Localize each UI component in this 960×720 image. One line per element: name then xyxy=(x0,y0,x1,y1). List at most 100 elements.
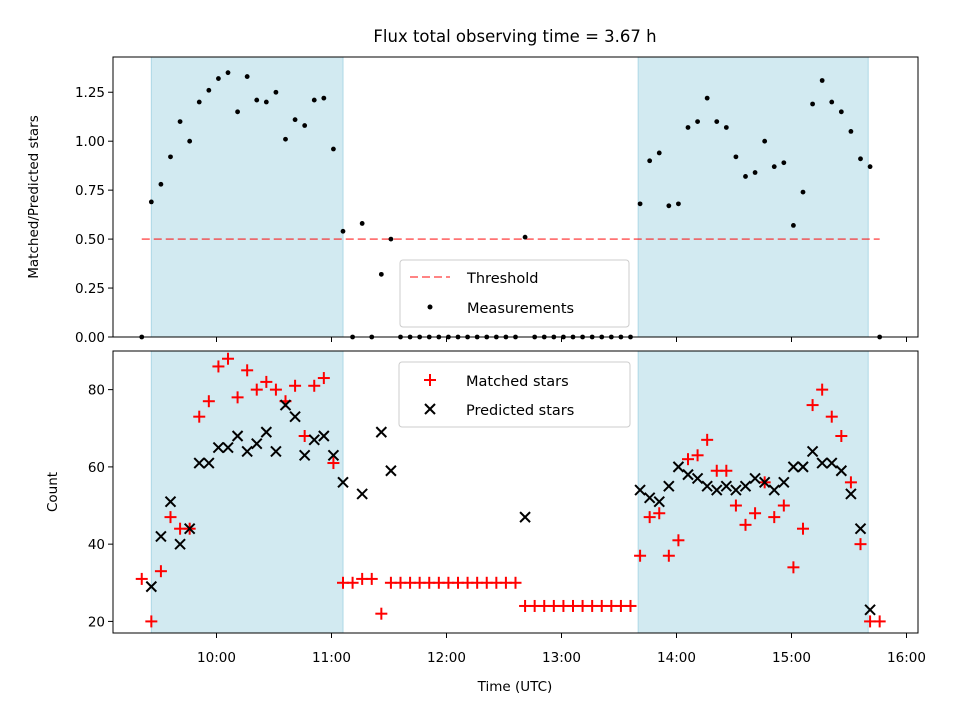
matched-star-point xyxy=(873,615,886,628)
predicted-star-stroke xyxy=(375,426,388,438)
predicted-star-point xyxy=(212,441,225,454)
matched-star-point xyxy=(653,507,666,520)
matched-star-point xyxy=(375,607,388,620)
predicted-star-point xyxy=(164,495,177,508)
matched-star-point xyxy=(327,457,340,470)
measurement-point xyxy=(704,95,710,101)
predicted-star-stroke xyxy=(337,476,349,489)
legend-measurements-swatch xyxy=(427,304,433,310)
matched-star-point xyxy=(787,561,800,574)
predicted-star-stroke xyxy=(787,461,800,473)
legend-predicted-swatch xyxy=(424,403,436,415)
x-tick-label: 13:00 xyxy=(542,650,581,666)
predicted-star-point xyxy=(356,488,368,500)
matched-star-point xyxy=(739,518,752,531)
matched-star-point xyxy=(193,410,206,423)
predicted-star-point xyxy=(854,522,867,535)
measurement-point xyxy=(158,181,164,187)
predicted-star-stroke xyxy=(193,457,205,469)
measurement-point xyxy=(378,271,384,277)
predicted-star-stroke xyxy=(701,480,713,492)
predicted-star-point xyxy=(251,438,263,450)
predicted-star-stroke xyxy=(519,511,531,523)
matched-star-point xyxy=(720,464,733,477)
bottom-axes-frame xyxy=(112,350,919,634)
top-y-tick-label: 1.25 xyxy=(75,85,105,101)
x-tick-label: 16:00 xyxy=(887,650,926,666)
predicted-star-stroke xyxy=(222,441,234,454)
measurement-point xyxy=(676,201,681,207)
legend-matched-label: Matched stars xyxy=(466,374,569,390)
legend-matched-swatch xyxy=(424,374,436,386)
predicted-star-point xyxy=(864,604,876,616)
predicted-star-stroke xyxy=(145,580,158,593)
matched-star-point xyxy=(816,383,829,396)
legend-predicted-label: Predicted stars xyxy=(466,403,574,419)
shaded-interval xyxy=(150,56,344,338)
legend-threshold-label: Threshold xyxy=(466,271,538,287)
predicted-star-point xyxy=(826,457,838,469)
matched-star-point xyxy=(749,507,762,520)
predicted-star-point xyxy=(327,449,340,462)
predicted-star-point xyxy=(385,465,397,477)
predicted-star-point xyxy=(289,410,301,423)
matched-star-point xyxy=(624,599,637,612)
top-x-ticks xyxy=(216,337,907,342)
measurement-point xyxy=(771,164,777,170)
measurement-point xyxy=(225,70,231,76)
predicted-star-stroke xyxy=(778,476,790,489)
bottom-y-axis-label: Count xyxy=(45,472,61,512)
predicted-star-point xyxy=(672,461,685,473)
predicted-star-point xyxy=(634,484,646,496)
bottom-x-ticks: 10:00 11:00 12:00 13:00 14:00 15:00 16:00 xyxy=(197,633,926,666)
measurement-point xyxy=(848,129,854,134)
predicted-star-point xyxy=(653,495,665,508)
predicted-star-point xyxy=(806,445,819,458)
predicted-star-point xyxy=(816,457,828,469)
predicted-star-point xyxy=(155,530,167,543)
matched-star-point xyxy=(154,565,167,578)
matched-star-point xyxy=(308,379,321,392)
predicted-star-stroke xyxy=(864,604,876,616)
matched-star-point xyxy=(289,379,302,392)
matched-star-point xyxy=(346,576,359,589)
matched-star-point xyxy=(222,352,234,365)
predicted-star-stroke xyxy=(749,472,761,485)
measurement-point xyxy=(762,138,768,144)
x-tick-label: 12:00 xyxy=(427,650,466,666)
matched-star-point xyxy=(365,572,378,585)
predicted-star-stroke xyxy=(845,488,857,500)
predicted-star-point xyxy=(375,426,388,438)
predicted-star-point xyxy=(270,445,282,458)
predicted-star-stroke xyxy=(711,484,723,496)
measurement-point xyxy=(168,154,173,160)
predicted-star-point xyxy=(260,426,273,438)
predicted-star-stroke xyxy=(183,522,196,535)
predicted-star-stroke xyxy=(653,495,665,508)
measurement-point xyxy=(331,146,336,152)
measurement-point xyxy=(302,123,308,128)
predicted-star-stroke xyxy=(279,399,292,411)
measurement-point xyxy=(800,189,806,195)
matched-star-point xyxy=(317,372,330,385)
measurement-point xyxy=(148,199,154,205)
predicted-star-stroke xyxy=(318,430,330,442)
predicted-star-point xyxy=(643,492,656,504)
top-y-ticks: 0.00 0.25 0.50 0.75 1.00 1.25 xyxy=(75,85,113,346)
matched-star-point xyxy=(691,449,704,462)
measurement-point xyxy=(791,222,796,228)
measurement-point xyxy=(733,154,739,160)
measurement-point xyxy=(187,138,193,144)
predicted-star-point xyxy=(691,472,704,485)
top-y-tick-label: 0.25 xyxy=(75,281,105,297)
measurement-point xyxy=(522,234,528,240)
predicted-star-point xyxy=(845,488,857,500)
top-legend: Threshold Measurements xyxy=(399,259,630,328)
predicted-star-stroke xyxy=(768,484,780,496)
predicted-star-point xyxy=(787,461,800,473)
matched-star-point xyxy=(298,429,311,442)
matched-star-point xyxy=(135,572,148,585)
predicted-star-stroke xyxy=(270,445,282,458)
top-y-tick-label: 1.00 xyxy=(75,134,105,150)
